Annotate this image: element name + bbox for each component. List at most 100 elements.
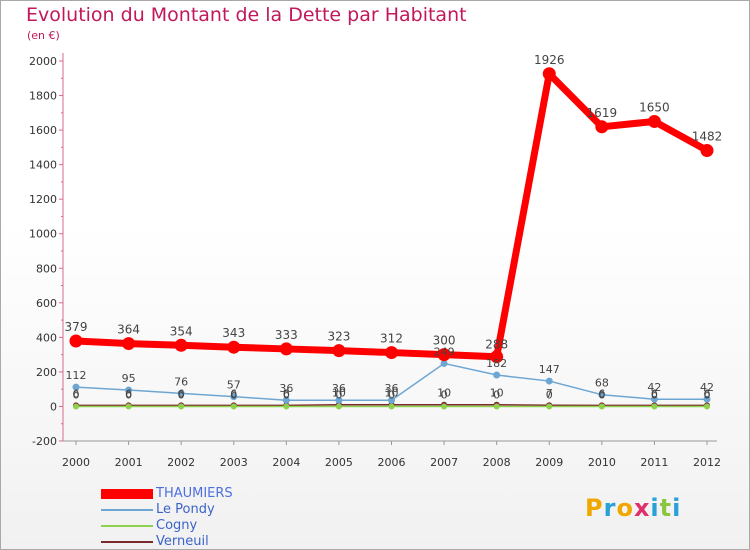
legend-item: Le Pondy	[101, 502, 401, 518]
data-label: 0	[704, 388, 711, 401]
data-label: 6	[283, 387, 290, 400]
x-tick-label: 2004	[272, 456, 300, 469]
data-point	[437, 348, 451, 362]
data-label: 0	[388, 388, 395, 401]
chart-unit: (en €)	[27, 29, 60, 42]
legend-swatch	[101, 489, 153, 499]
data-point	[69, 334, 83, 348]
x-tick-label: 2005	[325, 456, 353, 469]
data-label: 36	[332, 382, 346, 395]
data-label: 6	[598, 387, 605, 400]
x-tick-label: 2000	[62, 456, 90, 469]
data-label: 300	[433, 334, 456, 348]
data-point	[490, 350, 504, 364]
x-tick-label: 2002	[167, 456, 195, 469]
legend-label: Le Pondy	[156, 502, 215, 517]
legend-item: Cogny	[101, 518, 401, 534]
data-point	[227, 340, 241, 354]
data-point	[542, 67, 556, 81]
y-tick-label: 0	[50, 400, 57, 413]
data-label: 1650	[639, 100, 670, 114]
data-label: 0	[651, 388, 658, 401]
logo-letter: r	[603, 494, 617, 522]
legend-label: Cogny	[156, 518, 198, 533]
y-tick-label: 1800	[29, 90, 57, 103]
data-label: 0	[493, 388, 500, 401]
data-point	[385, 346, 398, 360]
data-point	[388, 403, 395, 410]
data-point	[595, 120, 609, 134]
logo-letter: P	[585, 494, 604, 522]
data-label: 10	[437, 387, 451, 400]
y-tick-label: 600	[36, 297, 57, 310]
data-point	[440, 359, 448, 367]
proxiti-logo: Proxiti	[585, 494, 681, 522]
logo-letter: i	[650, 494, 660, 522]
data-point	[72, 383, 80, 391]
data-label: 10	[385, 387, 399, 400]
y-tick-label: -200	[32, 435, 57, 448]
x-tick-label: 2007	[430, 456, 458, 469]
data-point	[493, 371, 501, 379]
data-label: 6	[73, 387, 80, 400]
data-label: 112	[66, 369, 87, 382]
data-point	[332, 344, 346, 358]
data-label: 354	[170, 324, 193, 338]
data-label: 57	[227, 379, 241, 392]
data-point	[545, 377, 553, 385]
x-tick-label: 2012	[693, 456, 721, 469]
data-point	[704, 403, 710, 410]
x-tick-label: 2011	[640, 456, 668, 469]
data-label: 0	[335, 388, 342, 401]
data-label: 0	[178, 388, 185, 401]
y-tick-label: 1200	[29, 193, 57, 206]
data-label: 323	[327, 330, 350, 344]
data-label: 6	[230, 387, 237, 400]
data-point	[178, 403, 185, 410]
data-label: 0	[73, 388, 80, 401]
data-label: 288	[485, 338, 508, 352]
y-tick-label: 800	[36, 262, 57, 275]
data-label: 333	[275, 328, 298, 342]
data-point	[230, 403, 237, 410]
data-point	[230, 393, 238, 401]
x-tick-label: 2003	[220, 456, 248, 469]
y-tick-label: 1600	[29, 124, 57, 137]
data-label: 7	[546, 387, 553, 400]
y-tick-label: 400	[36, 331, 57, 344]
logo-letter: i	[672, 494, 682, 522]
x-tick-label: 2009	[535, 456, 563, 469]
data-point	[335, 403, 342, 410]
data-label: 343	[222, 326, 245, 340]
logo-letter: t	[659, 494, 673, 522]
data-label: 1619	[587, 106, 618, 120]
y-tick-label: 2000	[29, 55, 57, 68]
logo-letter: o	[616, 494, 634, 522]
data-point	[703, 395, 711, 403]
data-label: 95	[122, 372, 136, 385]
legend-item: Verneuil	[101, 534, 401, 550]
y-tick-label: 200	[36, 366, 57, 379]
data-point	[647, 114, 661, 128]
chart-title: Evolution du Montant de la Dette par Hab…	[26, 4, 467, 26]
data-label: 379	[65, 320, 88, 334]
data-label: 182	[486, 357, 507, 370]
data-point	[122, 337, 136, 351]
data-label: 42	[700, 381, 714, 394]
data-label: 249	[434, 345, 455, 358]
legend-swatch	[101, 509, 153, 511]
legend-swatch	[101, 541, 153, 543]
data-label: 6	[651, 387, 658, 400]
data-label: 0	[125, 388, 132, 401]
data-point	[651, 403, 658, 410]
data-point	[335, 396, 343, 404]
data-point	[282, 396, 290, 404]
data-point	[174, 338, 188, 352]
data-label: 42	[647, 381, 661, 394]
legend-item: THAUMIERS	[101, 486, 401, 502]
data-label: 312	[380, 332, 403, 346]
logo-letter: x	[633, 494, 651, 522]
data-label: 0	[283, 388, 290, 401]
